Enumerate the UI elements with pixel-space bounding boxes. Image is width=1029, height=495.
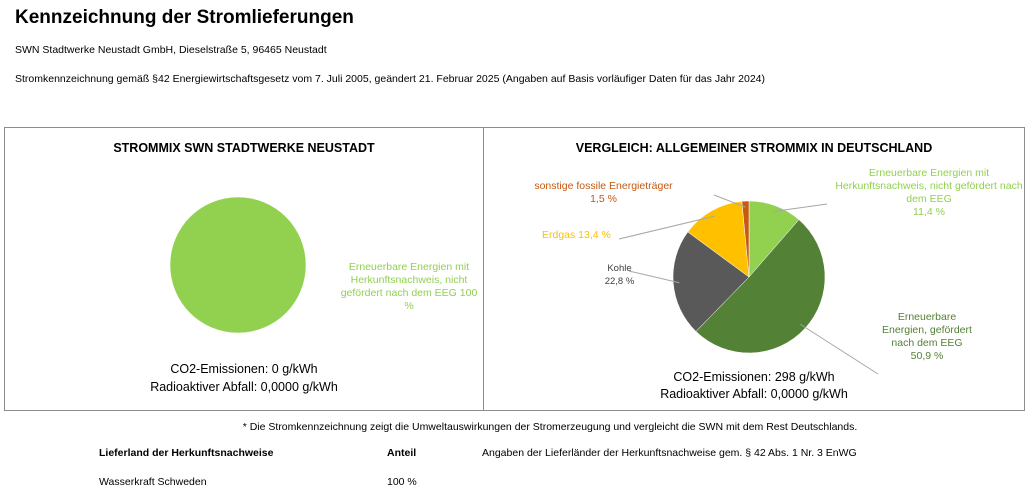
- germany-leader-line-0: [773, 203, 828, 213]
- table-header-country: Lieferland der Herkunftsnachweise: [99, 447, 274, 459]
- germany-co2: CO2-Emissionen: 298 g/kWh: [673, 370, 835, 384]
- label-other-fossil: sonstige fossile Energieträger 1,5 %: [521, 180, 686, 206]
- germany-leader-line-4: [713, 194, 746, 208]
- swn-co2: CO2-Emissionen: 0 g/kWh: [170, 362, 318, 376]
- label-coal-text: Kohle: [607, 263, 632, 274]
- germany-leader-line-1: [800, 323, 879, 375]
- label-gas-text: Erdgas 13,4 %: [542, 229, 611, 241]
- swn-waste: Radioaktiver Abfall: 0,0000 g/kWh: [150, 380, 338, 394]
- germany-mix-panel: VERGLEICH: ALLGEMEINER STROMMIX IN DEUTS…: [483, 127, 1025, 411]
- swn-pie-chart: [169, 196, 307, 334]
- label-other-fossil-text: sonstige fossile Energieträger: [534, 180, 673, 192]
- label-renewable-unsubsidized: Erneuerbare Energien mit Herkunftsnachwe…: [829, 167, 1029, 219]
- table-note: Angaben der Lieferländer der Herkunftsna…: [482, 447, 857, 459]
- label-renewable-unsubsidized-text: Erneuerbare Energien mit Herkunftsnachwe…: [835, 167, 1023, 205]
- page-title: Kennzeichnung der Stromlieferungen: [15, 7, 354, 28]
- footnote: * Die Stromkennzeichnung zeigt die Umwel…: [242, 421, 858, 433]
- swn-mix-title: STROMMIX SWN STADTWERKE NEUSTADT: [113, 141, 375, 155]
- table-header-share: Anteil: [387, 447, 417, 459]
- table-row-share: 100 %: [387, 476, 417, 488]
- legal-basis: Stromkennzeichnung gemäß §42 Energiewirt…: [15, 73, 766, 85]
- label-renewable-unsubsidized-pct: 11,4 %: [913, 206, 945, 218]
- germany-slice-2: [672, 231, 750, 332]
- germany-pie-chart: [618, 194, 879, 375]
- swn-slice-0: [169, 196, 307, 334]
- swn-mix-panel: STROMMIX SWN STADTWERKE NEUSTADT Erneuer…: [4, 127, 484, 411]
- swn-slice-label: Erneuerbare Energien mit Herkunftsnachwe…: [338, 261, 480, 313]
- germany-slice-4: [741, 200, 750, 278]
- germany-slice-1: [695, 219, 826, 354]
- germany-leader-line-3: [618, 215, 715, 240]
- label-coal-pct: 22,8 %: [604, 276, 635, 287]
- company-address: SWN Stadtwerke Neustadt GmbH, Dieselstra…: [15, 44, 327, 56]
- germany-waste: Radioaktiver Abfall: 0,0000 g/kWh: [660, 387, 848, 401]
- germany-leader-line-2: [628, 270, 680, 284]
- table-row-country: Wasserkraft Schweden: [99, 476, 207, 488]
- label-other-fossil-pct: 1,5 %: [590, 193, 617, 205]
- label-coal: Kohle 22,8 %: [592, 262, 647, 288]
- swn-slice-label-text: Erneuerbare Energien mit Herkunftsnachwe…: [340, 261, 478, 312]
- germany-slice-3: [687, 201, 750, 278]
- germany-mix-title: VERGLEICH: ALLGEMEINER STROMMIX IN DEUTS…: [575, 141, 933, 155]
- label-renewable-eeg-text: Erneuerbare Energien, gefördert nach dem…: [882, 311, 972, 349]
- label-renewable-eeg: Erneuerbare Energien, gefördert nach dem…: [877, 311, 977, 363]
- label-renewable-eeg-pct: 50,9 %: [910, 350, 944, 362]
- label-gas: Erdgas 13,4 %: [542, 229, 622, 242]
